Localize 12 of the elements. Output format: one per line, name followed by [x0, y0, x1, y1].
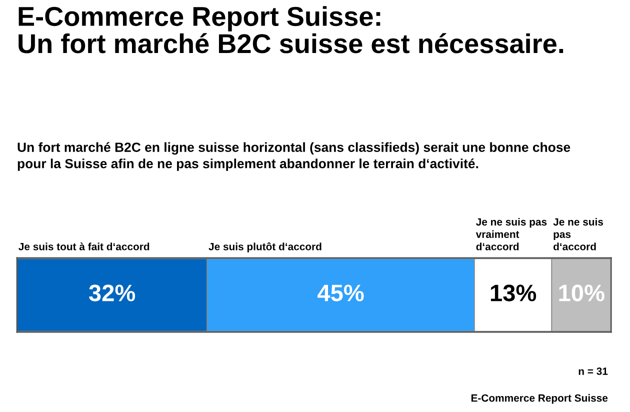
text: E-Commerce Report Suisse [471, 394, 608, 404]
data-label: 45% [318, 284, 364, 302]
data-label: 32% [88, 284, 136, 302]
data-label: 10% [559, 284, 604, 302]
text: n = 31 [578, 368, 608, 375]
chart-title: E-Commerce Report Suisse: Un fort marché B2C suisse est nécessaire. [18, 6, 564, 54]
series-label: Je ne suis pas vraiment d‘accord [476, 218, 547, 250]
series-label: Je suis plutôt d‘accord [208, 242, 322, 252]
series-label: Je ne suis pas d‘accord [553, 218, 604, 250]
chart-subtitle: Un fort marché B2C en ligne suisse horizontal (sans classifieds) serait une bonne chose pour la Suisse afin de ne pas simplement abandonner le terrain d‘activité. [18, 142, 570, 171]
data-label: 13% [490, 284, 536, 302]
series-label: Je suis tout à fait d‘accord [18, 242, 150, 250]
